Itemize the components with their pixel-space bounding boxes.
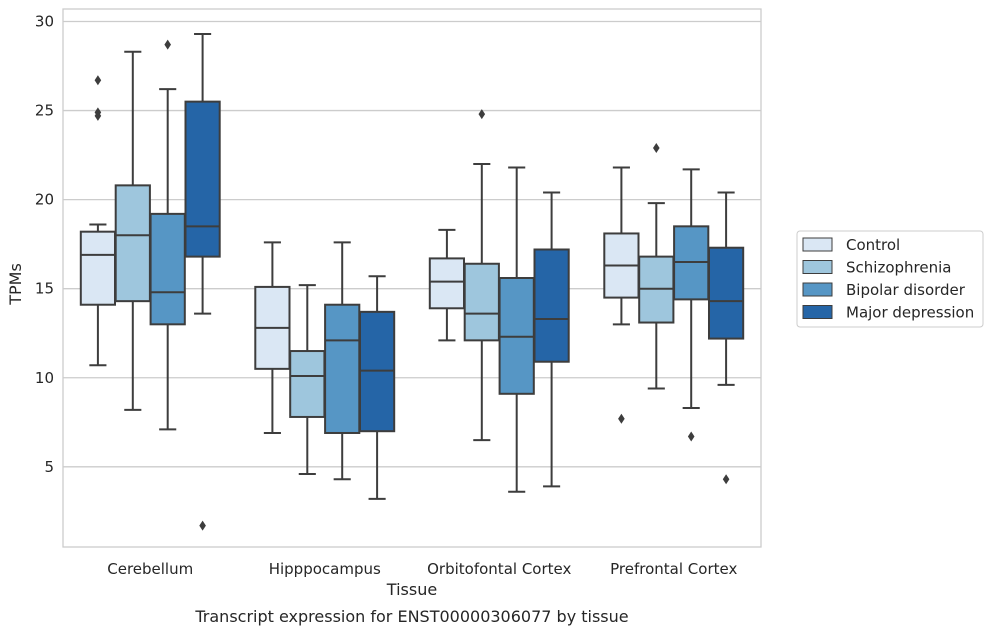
box-plot [707,191,745,485]
outlier-point [199,520,206,531]
box [707,246,745,340]
box [533,248,570,363]
x-axis-label: Tissue [386,580,437,599]
outlier-point [722,474,730,485]
box-plot [603,166,640,424]
outlier-point [94,110,102,121]
legend-swatch [802,282,833,297]
legend-label: Major depression [846,304,974,322]
box-plot [533,191,570,488]
y-tick-label: 25 [35,102,54,120]
x-tick-label: Prefrontal Cortex [610,560,737,578]
box-plot [358,275,396,500]
legend-label: Control [846,236,900,254]
y-tick-label: 5 [44,458,54,476]
outlier-point [653,142,660,153]
legend: Control Schizophrenia Bipolar disorder Majo… [796,230,984,328]
box [289,350,326,418]
box [324,303,361,434]
box-plot [114,50,151,411]
box-plots [79,32,745,531]
box [79,230,117,306]
y-axis-label: TPMs [6,263,25,306]
box-plot [289,284,326,475]
box [428,257,466,310]
box-plot [184,32,221,531]
outlier-point [164,39,171,50]
box-plot [428,228,466,342]
box-plot [463,109,500,442]
outlier-point [618,413,625,424]
box [184,100,221,258]
box-plot [324,241,361,481]
box-plot [673,168,710,442]
legend-label: Bipolar disorder [846,281,966,299]
plot-area-frame [62,8,762,548]
x-tick-labels: Cerebellum Hipppocampus Orbitofontal Corte… [107,560,737,578]
y-tick-labels: 5 10 15 20 25 30 [35,12,54,475]
outlier-point [687,431,695,442]
chart-title: Transcript expression for ENST0000030607… [194,607,628,626]
x-tick-label: Hipppocampus [269,560,381,578]
legend-swatch [802,237,833,252]
box [149,212,186,326]
legend-frame [796,230,984,328]
outlier-point [94,75,102,86]
x-tick-label: Orbitofontal Cortex [427,560,571,578]
box [114,184,151,303]
legend-swatch [802,260,833,274]
box [463,262,500,342]
y-tick-label: 20 [35,191,54,209]
box-plot [498,166,535,493]
y-tick-label: 10 [35,369,54,387]
outlier-point [478,109,486,120]
legend-label: Schizophrenia [846,259,951,277]
box-plot [254,241,291,434]
box-plot [638,142,675,390]
box-plot [149,39,186,431]
y-tick-label: 15 [35,280,54,298]
box-plot [79,75,117,367]
x-tick-label: Cerebellum [107,560,193,578]
y-tick-label: 30 [35,12,54,30]
legend-swatch [802,305,833,319]
